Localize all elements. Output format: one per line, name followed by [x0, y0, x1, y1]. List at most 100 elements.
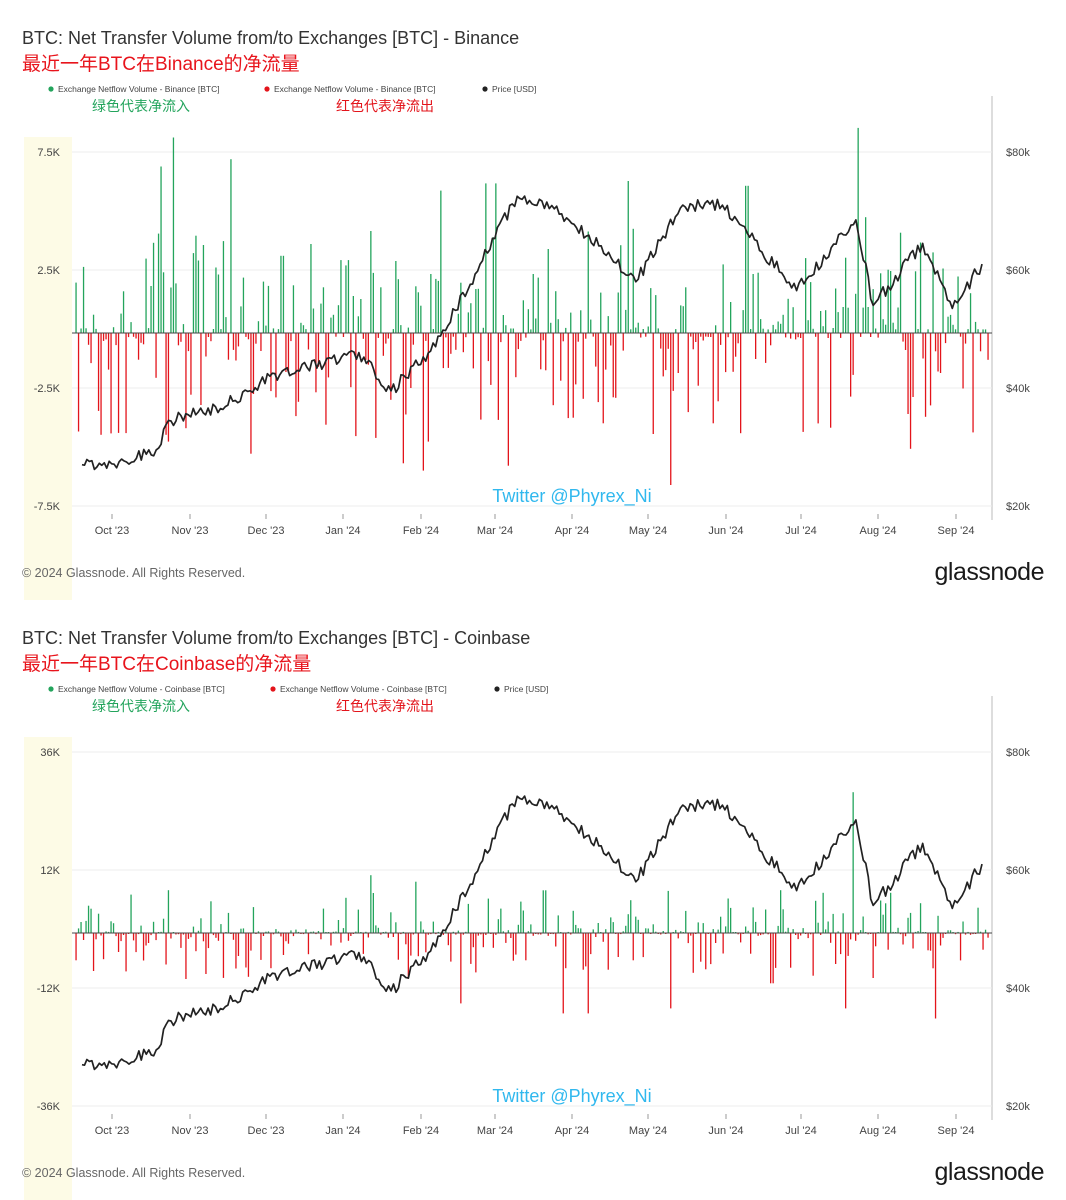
y-left-tick: 7.5K: [37, 147, 60, 159]
netflow-bar: [727, 333, 729, 338]
netflow-bar: [340, 933, 342, 943]
netflow-bar: [547, 933, 549, 936]
netflow-bar: [817, 333, 819, 424]
netflow-bar: [395, 261, 397, 333]
netflow-bar: [280, 255, 282, 333]
netflow-bar: [422, 929, 424, 933]
legend-price-dot: [494, 686, 500, 692]
netflow-bar: [730, 302, 732, 333]
netflow-bar: [275, 929, 277, 933]
axis-highlight: [24, 737, 72, 1200]
netflow-bar: [285, 933, 287, 942]
netflow-bar: [312, 931, 315, 933]
netflow-bar: [640, 333, 642, 338]
netflow-bar: [845, 257, 847, 333]
netflow-bar: [812, 933, 814, 976]
netflow-bar: [792, 307, 794, 333]
netflow-bar: [912, 933, 914, 949]
netflow-bar: [952, 324, 954, 333]
netflow-bar: [215, 267, 217, 333]
netflow-bar: [465, 931, 467, 933]
x-tick-label: Jan '24: [325, 525, 360, 537]
netflow-bar: [410, 933, 412, 956]
netflow-bar: [710, 933, 712, 965]
netflow-bar: [567, 333, 569, 419]
y-right-tick: $40k: [1006, 383, 1030, 395]
netflow-bar: [485, 933, 487, 935]
x-tick-label: Dec '23: [248, 525, 285, 537]
netflow-bar: [984, 929, 987, 933]
netflow-bar: [802, 928, 804, 933]
x-tick-label: Nov '23: [172, 1125, 209, 1137]
netflow-bar: [287, 933, 290, 944]
netflow-bar: [372, 272, 374, 333]
netflow-bar: [987, 933, 989, 938]
netflow-bar: [565, 933, 567, 969]
y-right-tick: $40k: [1006, 983, 1030, 995]
watermark-text: Twitter @Phyrex_Ni: [492, 486, 651, 507]
netflow-bar: [380, 287, 382, 333]
netflow-bar: [290, 333, 292, 342]
netflow-bar: [247, 333, 250, 340]
y-left-tick: -2.5K: [34, 383, 61, 395]
netflow-bar: [85, 328, 87, 333]
netflow-bar: [617, 292, 619, 333]
netflow-bar: [887, 933, 889, 950]
netflow-bar: [715, 325, 717, 333]
netflow-bar: [642, 329, 644, 333]
netflow-bar: [130, 322, 132, 333]
netflow-bar: [457, 313, 459, 333]
netflow-bar: [375, 925, 377, 933]
netflow-bar: [537, 933, 539, 935]
netflow-bar: [532, 274, 534, 333]
netflow-bar: [902, 933, 904, 945]
glassnode-logo: glassnode: [934, 1158, 1045, 1186]
netflow-bar: [207, 933, 210, 949]
netflow-bar: [437, 931, 439, 933]
netflow-bar: [842, 307, 844, 333]
netflow-bar: [427, 333, 429, 442]
netflow-bar: [755, 333, 757, 359]
netflow-bar: [772, 933, 774, 984]
netflow-bar: [835, 288, 837, 333]
netflow-bar: [120, 933, 122, 942]
netflow-bar: [585, 933, 587, 967]
netflow-bar: [155, 933, 157, 941]
netflow-bar: [914, 271, 917, 333]
netflow-bar: [969, 933, 972, 935]
netflow-bar: [610, 917, 612, 933]
netflow-bar: [687, 333, 689, 413]
netflow-bar: [132, 933, 135, 941]
netflow-bar: [612, 922, 614, 933]
netflow-bar: [875, 933, 877, 947]
netflow-bar: [277, 931, 280, 933]
netflow-bar: [297, 931, 300, 933]
netflow-bar: [550, 322, 552, 333]
copyright-footer: © 2024 Glassnode. All Rights Reserved.: [22, 1166, 246, 1180]
netflow-bar: [932, 252, 934, 333]
netflow-bar: [450, 933, 452, 962]
netflow-bar: [405, 933, 407, 945]
netflow-bar: [442, 933, 444, 935]
netflow-bar: [480, 333, 482, 420]
netflow-bar: [85, 920, 87, 933]
netflow-bar: [285, 333, 287, 372]
netflow-bar: [757, 272, 759, 333]
netflow-bar: [552, 333, 554, 406]
netflow-bar: [655, 931, 657, 933]
netflow-bar: [797, 333, 799, 338]
netflow-bar: [242, 277, 245, 333]
netflow-bar: [717, 333, 719, 402]
netflow-bar: [262, 933, 265, 936]
netflow-bar: [917, 329, 919, 333]
netflow-bar: [647, 326, 649, 333]
netflow-bar: [642, 933, 644, 958]
netflow-bar: [667, 890, 669, 933]
netflow-bar: [470, 933, 472, 964]
netflow-bar: [675, 929, 677, 933]
netflow-bar: [160, 166, 162, 333]
netflow-bar: [762, 328, 764, 333]
netflow-bar: [95, 328, 97, 333]
netflow-bar: [934, 333, 937, 352]
netflow-bar: [637, 919, 639, 933]
